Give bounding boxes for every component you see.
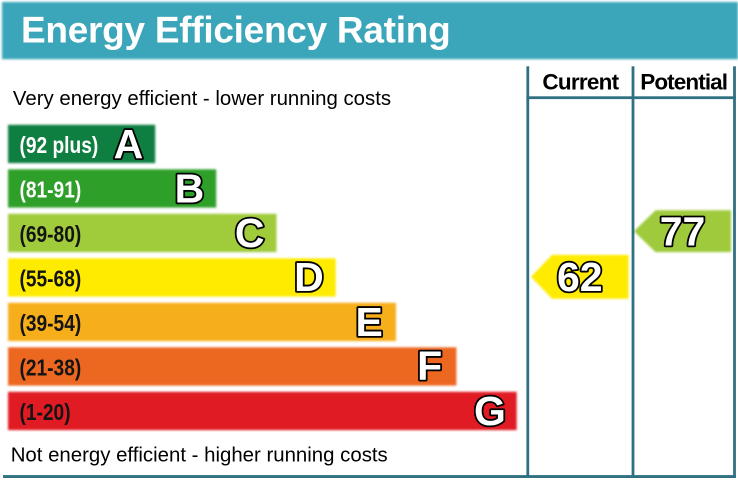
svg-text:Potential: Potential bbox=[640, 70, 727, 95]
svg-text:Current: Current bbox=[542, 70, 619, 95]
svg-text:62: 62 bbox=[557, 254, 603, 300]
svg-text:Energy Efficiency Rating: Energy Efficiency Rating bbox=[21, 10, 450, 51]
svg-text:F: F bbox=[417, 343, 442, 389]
svg-text:(1-20): (1-20) bbox=[20, 401, 71, 426]
svg-text:Not energy efficient - higher: Not energy efficient - higher running co… bbox=[11, 444, 388, 466]
svg-text:D: D bbox=[294, 254, 324, 300]
svg-text:(92 plus): (92 plus) bbox=[20, 134, 99, 159]
svg-text:G: G bbox=[474, 388, 506, 434]
svg-text:77: 77 bbox=[660, 208, 706, 254]
svg-text:(69-80): (69-80) bbox=[20, 223, 82, 248]
svg-text:(55-68): (55-68) bbox=[20, 267, 82, 292]
svg-text:(21-38): (21-38) bbox=[20, 356, 82, 381]
svg-text:C: C bbox=[235, 210, 265, 256]
svg-text:A: A bbox=[114, 121, 144, 167]
svg-text:B: B bbox=[175, 165, 205, 211]
svg-text:E: E bbox=[356, 299, 383, 345]
svg-text:(39-54): (39-54) bbox=[20, 312, 82, 337]
svg-text:(81-91): (81-91) bbox=[20, 178, 82, 203]
svg-text:Very energy efficient - lower: Very energy efficient - lower running co… bbox=[13, 88, 391, 110]
